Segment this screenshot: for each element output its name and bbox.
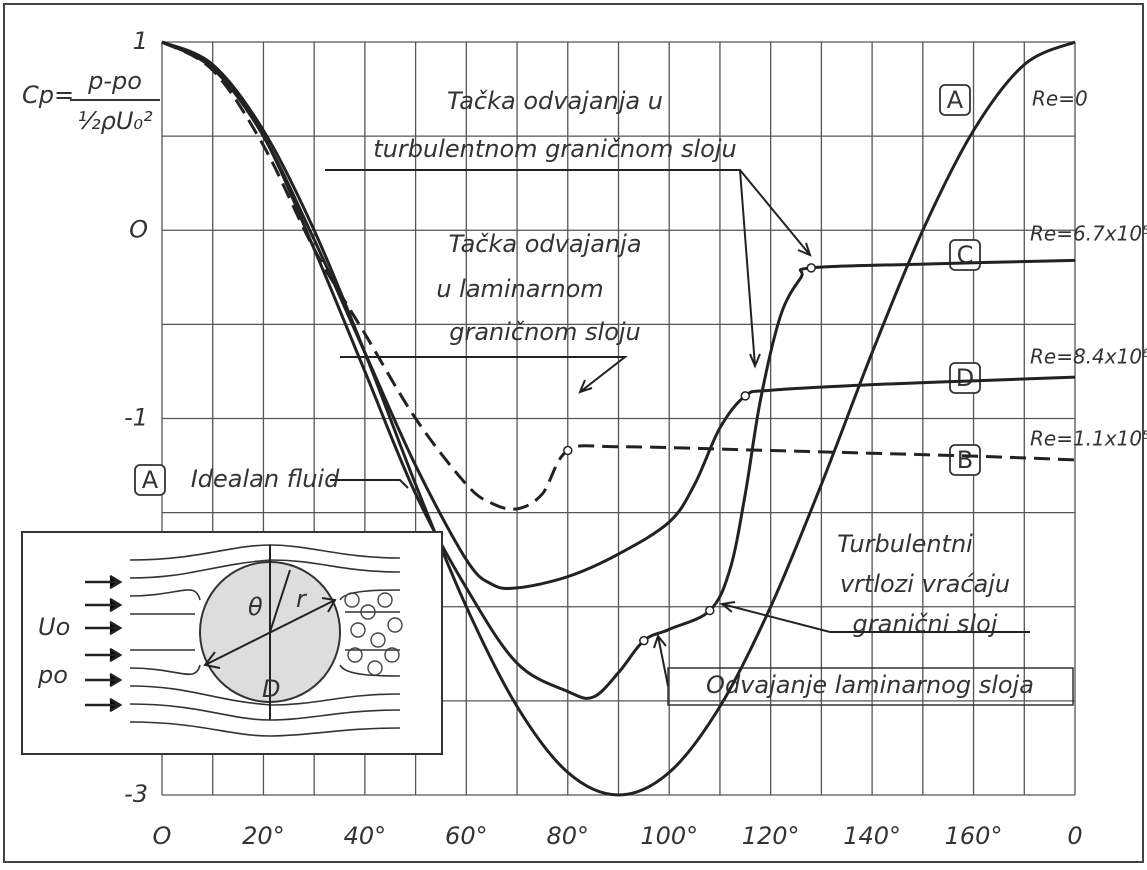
y-label-lhs: Cp= [22,81,74,109]
annotation-text: turbulentnom graničnom sloju [373,135,736,163]
x-tick-label: 80° [547,822,590,850]
inset-d: D [262,675,280,703]
inset: Uo po θ r D [21,531,443,755]
lines [161,40,1076,797]
vortices [344,592,403,676]
leader [340,356,628,394]
annotation-text: granični sloj [853,610,998,638]
separation-point [639,635,649,646]
letter-box [939,84,971,116]
series-line [161,40,1076,797]
series-letter: D [956,364,974,392]
x-tick-label: 40° [344,822,387,850]
annotation-text: Idealan fluid [191,465,340,493]
y-label-num: p-po [87,67,142,95]
series-line [161,40,1076,700]
annotation-box [667,667,1074,706]
annotation-text: Turbulentni [837,530,973,558]
annotation-letter: A [142,466,159,494]
x-tick-label: 140° [843,822,901,850]
dimensions [203,545,337,720]
flow-arrows [85,574,123,713]
series-name: Re=8.4x10⁶ [1030,345,1147,369]
annotation-text: u laminarnom [436,275,603,303]
separation-point [806,263,816,273]
y-label-den: ½ρU₀² [77,107,153,135]
leader [330,479,409,489]
x-tick-label: 60° [445,822,488,850]
y-tick-label: 1 [133,27,148,55]
x-tick-label: 20° [242,822,285,850]
annotation-text: Tačka odvajanja [448,230,641,258]
y-tick-label: O [129,215,148,243]
annotations: A Re=0 C Re=6.7x10⁵ D Re=8.4x10⁶ B Re=1.1x10⁵ Ta… [134,84,1147,706]
inset-r: r [296,585,308,613]
series-letter: B [957,446,973,474]
inset-theta: θ [248,593,263,621]
separation-point [740,391,751,401]
x-tick-label: 100° [640,822,698,850]
series-line [161,40,1076,591]
x-tick-label: O [153,822,172,850]
inset-u: Uo [38,613,70,641]
letter-box [134,464,166,496]
series-name: Re=6.7x10⁵ [1030,222,1147,246]
inset-p: po [37,661,68,689]
x-tick-label: 120° [742,822,800,850]
series-letter: C [957,241,974,269]
letter-box [949,362,981,394]
series-name: Re=1.1x10⁵ [1030,427,1147,451]
leader [653,633,669,687]
x-tick-label: 160° [945,822,1003,850]
annotation-text: vrtlozi vraćaju [840,570,1010,598]
letter-box [949,444,981,476]
streamlines [129,544,401,737]
series-name: Re=0 [1032,87,1088,111]
annotation-text: Odvajanje laminarnog sloja [706,671,1034,699]
separation-point [705,605,715,616]
separation-point [563,445,573,456]
series-letter: A [947,86,964,114]
x-tick-label: 0 [1067,822,1082,850]
y-tick-label: -3 [124,780,148,808]
leader [719,601,1030,633]
annotation-text: Tačka odvajanja u [447,87,663,115]
y-tick-label: -1 [124,404,148,432]
series-line [161,40,1076,511]
annotation-text: graničnom sloju [449,318,641,346]
leader [325,169,812,369]
